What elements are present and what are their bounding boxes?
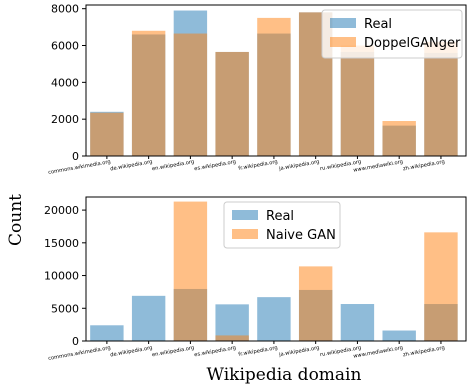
legend-label: Real (266, 209, 294, 224)
x-tick-label: de.wikipedia.org (110, 159, 153, 172)
bar-generated-8 (424, 41, 458, 156)
bar-generated-8 (424, 232, 458, 341)
bar-generated-2 (173, 33, 208, 157)
x-tick-label: es.wikipedia.org (194, 345, 237, 358)
legend: Real Naive GAN (223, 201, 341, 249)
legend-label: DoppelGANger (364, 36, 461, 51)
bottom-chart-panel: 0 5000 10000 15000 20000 commons.wikimedia.or… (44, 196, 467, 362)
bar-real-0 (90, 325, 124, 341)
x-tick-label: de.wikipedia.org (110, 345, 153, 358)
legend-swatch (330, 37, 356, 47)
y-tick-label: 6000 (51, 40, 79, 53)
legend-swatch (330, 18, 356, 28)
x-tick-label: commons.wikimedia.org (48, 159, 111, 176)
bar-generated-3 (215, 51, 249, 156)
bar-generated-1 (131, 30, 166, 156)
bar-real-6 (340, 304, 375, 341)
legend-label: Real (364, 17, 392, 32)
bar-generated-0 (90, 112, 124, 156)
plot-frame (85, 196, 467, 342)
bar-real-1 (131, 295, 166, 341)
bar-generated-3 (215, 335, 249, 341)
y-tick-label: 4000 (51, 76, 79, 89)
bar-generated-7 (382, 121, 416, 156)
x-tick-label: ja.wikipedia.org (278, 345, 320, 358)
x-tick-label: commons.wikimedia.org (48, 345, 111, 362)
legend: Real DoppelGANger (321, 9, 463, 59)
x-tick-label: es.wikipedia.org (194, 159, 237, 172)
x-axis-title: Wikipedia domain (207, 365, 362, 385)
y-tick-label: 8000 (51, 3, 79, 16)
y-axis-title: Count (6, 194, 26, 246)
y-tick-label: 20000 (44, 204, 79, 217)
top-chart-panel: 0 2000 4000 6000 8000 commons.wikimedia.orgde… (48, 3, 467, 176)
y-tick-label: 2000 (51, 113, 79, 126)
x-tick-label: fr.wikipedia.org (238, 159, 278, 172)
x-tick-label: fr.wikipedia.org (238, 345, 278, 358)
legend-box (321, 9, 463, 59)
bar-generated-5 (298, 266, 333, 341)
legend-swatch (232, 229, 258, 239)
x-tick-label: en.wikipedia.org (152, 345, 195, 358)
x-tick-label: en.wikipedia.org (152, 159, 195, 172)
y-tick-label: 0 (72, 335, 79, 348)
y-tick-label: 0 (72, 150, 79, 163)
legend-label: Naive GAN (266, 228, 336, 243)
y-tick-label: 10000 (44, 270, 79, 283)
legend-swatch (232, 210, 258, 220)
bar-real-7 (382, 330, 416, 341)
bar-real-4 (257, 297, 291, 341)
x-tick-label: zh.wikipedia.org (403, 159, 446, 172)
bar-real-3 (215, 304, 249, 341)
bar-generated-6 (340, 45, 375, 157)
bar-generated-2 (173, 201, 208, 341)
y-tick-label: 5000 (51, 302, 79, 315)
x-tick-label: zh.wikipedia.org (403, 345, 446, 358)
plot-frame (85, 4, 467, 157)
y-tick-label: 15000 (44, 237, 79, 250)
x-tick-label: ja.wikipedia.org (278, 159, 320, 172)
bar-generated-4 (257, 17, 291, 156)
